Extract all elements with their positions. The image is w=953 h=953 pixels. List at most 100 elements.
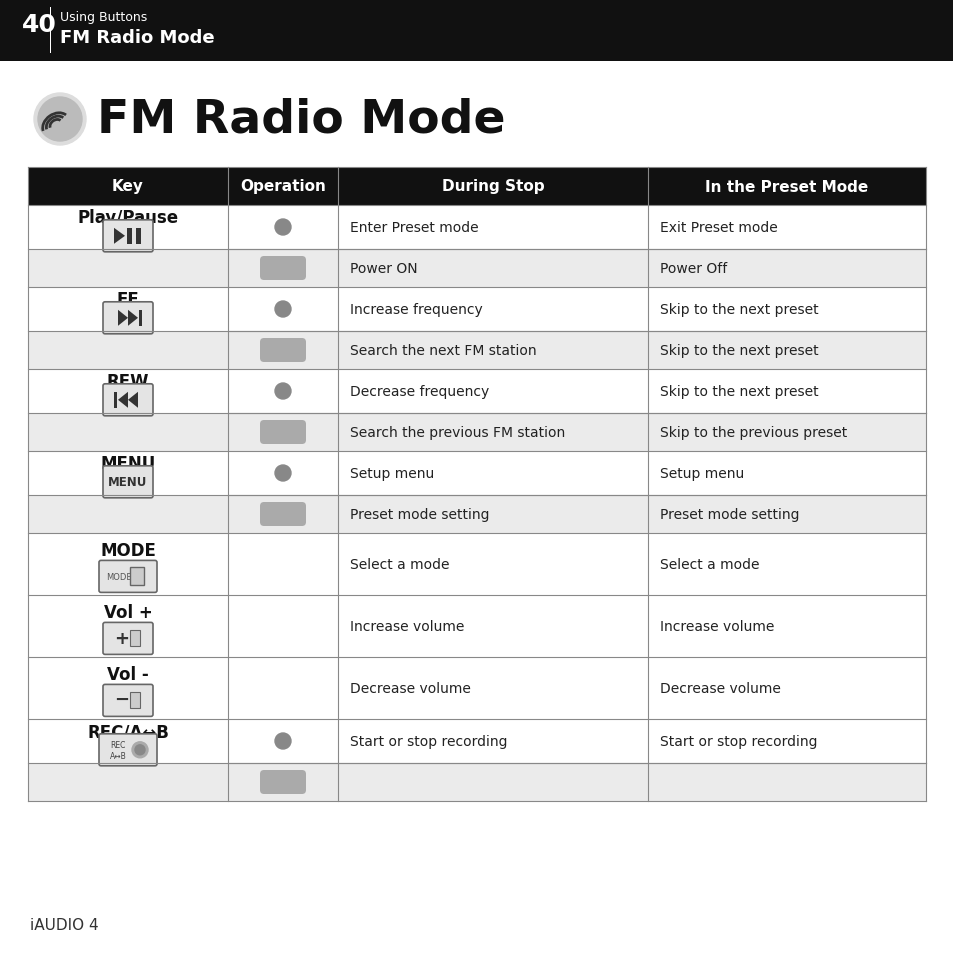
FancyBboxPatch shape <box>260 420 306 444</box>
Text: Skip to the previous preset: Skip to the previous preset <box>659 426 846 439</box>
Bar <box>228 534 337 596</box>
Bar <box>337 596 647 658</box>
Text: In the Preset Mode: In the Preset Mode <box>704 179 868 194</box>
Bar <box>28 596 228 658</box>
Circle shape <box>132 742 148 758</box>
Bar <box>228 206 337 250</box>
Text: Operation: Operation <box>240 179 326 194</box>
Bar <box>228 288 337 332</box>
Bar <box>647 658 925 720</box>
Bar <box>228 414 337 452</box>
FancyBboxPatch shape <box>103 220 152 253</box>
Text: Power ON: Power ON <box>350 262 417 275</box>
Bar <box>130 568 144 586</box>
Bar <box>337 332 647 370</box>
Circle shape <box>34 94 86 146</box>
Text: FF: FF <box>116 291 139 309</box>
FancyBboxPatch shape <box>103 384 152 416</box>
Bar <box>28 288 228 332</box>
Circle shape <box>274 733 291 749</box>
Text: During Stop: During Stop <box>441 179 544 194</box>
Text: Increase frequency: Increase frequency <box>350 303 482 316</box>
Text: MENU: MENU <box>109 476 148 489</box>
Bar <box>28 496 228 534</box>
Text: Enter Preset mode: Enter Preset mode <box>350 221 478 234</box>
FancyBboxPatch shape <box>260 770 306 794</box>
Text: Decrease volume: Decrease volume <box>659 681 781 696</box>
Circle shape <box>38 98 82 142</box>
Text: REW: REW <box>107 373 149 391</box>
Bar <box>28 720 228 763</box>
Text: FM Radio Mode: FM Radio Mode <box>60 29 214 47</box>
Bar <box>337 206 647 250</box>
Bar <box>28 370 228 414</box>
Bar <box>647 596 925 658</box>
Bar <box>28 206 228 250</box>
Bar <box>228 720 337 763</box>
Text: Exit Preset mode: Exit Preset mode <box>659 221 777 234</box>
Text: Increase volume: Increase volume <box>659 619 774 634</box>
Bar <box>337 414 647 452</box>
Text: Setup menu: Setup menu <box>350 467 434 480</box>
Bar <box>0 0 953 62</box>
Bar <box>228 658 337 720</box>
Bar <box>228 496 337 534</box>
Bar <box>647 763 925 801</box>
Bar <box>228 596 337 658</box>
FancyBboxPatch shape <box>260 338 306 363</box>
Text: REC/A↔B: REC/A↔B <box>87 722 169 740</box>
Text: Skip to the next preset: Skip to the next preset <box>659 385 818 398</box>
FancyBboxPatch shape <box>103 302 152 335</box>
Text: Start or stop recording: Start or stop recording <box>659 734 817 748</box>
Bar <box>136 229 141 245</box>
Bar <box>647 720 925 763</box>
Text: Start or stop recording: Start or stop recording <box>350 734 507 748</box>
Bar <box>337 288 647 332</box>
Bar <box>337 452 647 496</box>
Polygon shape <box>128 393 138 409</box>
Polygon shape <box>118 311 128 327</box>
Bar <box>28 763 228 801</box>
Text: Power Off: Power Off <box>659 262 726 275</box>
Polygon shape <box>128 311 138 327</box>
Text: 40: 40 <box>22 13 57 37</box>
Text: −: − <box>114 691 130 709</box>
Bar <box>28 332 228 370</box>
Bar <box>28 534 228 596</box>
Circle shape <box>274 465 291 481</box>
Bar <box>647 496 925 534</box>
Bar <box>28 658 228 720</box>
Bar <box>50 8 51 54</box>
Bar <box>647 288 925 332</box>
Text: Select a mode: Select a mode <box>350 558 449 572</box>
FancyBboxPatch shape <box>103 466 152 498</box>
Text: Preset mode setting: Preset mode setting <box>659 507 799 521</box>
Text: MENU: MENU <box>100 455 155 473</box>
Bar <box>28 168 925 206</box>
Text: FM Radio Mode: FM Radio Mode <box>97 97 505 142</box>
Bar <box>28 414 228 452</box>
FancyBboxPatch shape <box>99 734 157 766</box>
Bar <box>337 763 647 801</box>
Bar <box>337 720 647 763</box>
Circle shape <box>135 745 145 755</box>
Bar <box>647 452 925 496</box>
Bar <box>228 452 337 496</box>
FancyBboxPatch shape <box>260 502 306 526</box>
Bar <box>337 370 647 414</box>
Text: Preset mode setting: Preset mode setting <box>350 507 489 521</box>
Text: Skip to the next preset: Skip to the next preset <box>659 303 818 316</box>
Text: Setup menu: Setup menu <box>659 467 743 480</box>
Bar <box>647 332 925 370</box>
Text: Search the next FM station: Search the next FM station <box>350 344 536 357</box>
Text: REC
A↔B: REC A↔B <box>110 740 126 760</box>
Bar <box>130 693 140 709</box>
Text: Skip to the next preset: Skip to the next preset <box>659 344 818 357</box>
Text: Vol +: Vol + <box>104 604 152 621</box>
Bar <box>28 452 228 496</box>
Bar <box>647 414 925 452</box>
Bar <box>337 250 647 288</box>
FancyBboxPatch shape <box>99 560 157 593</box>
Bar <box>228 370 337 414</box>
FancyBboxPatch shape <box>260 256 306 281</box>
